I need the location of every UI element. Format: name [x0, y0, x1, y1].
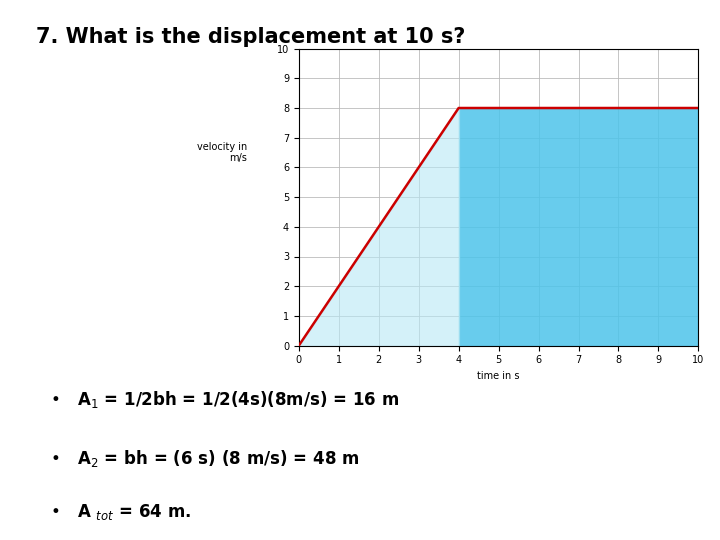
X-axis label: time in s: time in s: [477, 371, 520, 381]
Bar: [459, 108, 698, 346]
Polygon shape: [299, 108, 459, 346]
Y-axis label: velocity in
m/s: velocity in m/s: [197, 141, 247, 163]
Text: 7. What is the displacement at 10 s?: 7. What is the displacement at 10 s?: [36, 27, 465, 47]
Text: •   A$_1$ = 1/2bh = 1/2(4s)(8m/s) = 16 m: • A$_1$ = 1/2bh = 1/2(4s)(8m/s) = 16 m: [50, 389, 400, 410]
Text: •   A $_{tot}$ = 64 m.: • A $_{tot}$ = 64 m.: [50, 502, 192, 522]
Text: •   A$_2$ = bh = (6 s) (8 m/s) = 48 m: • A$_2$ = bh = (6 s) (8 m/s) = 48 m: [50, 448, 360, 469]
